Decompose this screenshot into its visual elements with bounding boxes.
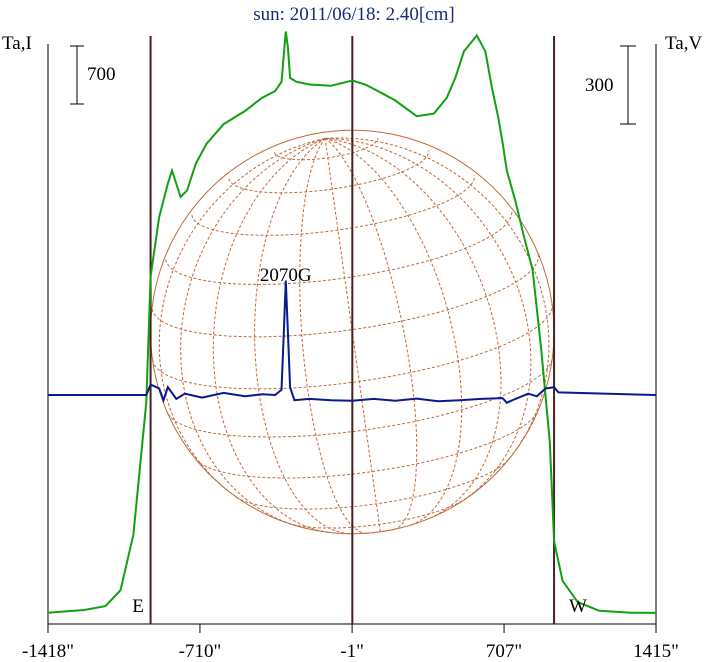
west-limb-label: W: [569, 596, 587, 617]
latitude-line: [167, 359, 553, 438]
polarization-series-line: [48, 280, 657, 405]
left-scale-bar: 700: [70, 45, 116, 105]
longitude-line: [324, 138, 418, 530]
chart-title: sun: 2011/06/18: 2.40[cm]: [253, 4, 454, 25]
peak-annotation: 2070G: [260, 265, 312, 286]
right-scale-bar: 300: [585, 45, 636, 125]
latitude-line: [195, 411, 539, 479]
longitude-line: [324, 138, 381, 532]
x-tick-label: -710": [179, 641, 222, 662]
x-axis-ticks: -1418" -710" -1" 707" 1415": [22, 624, 679, 662]
latitude-line: [366, 528, 394, 534]
longitude-line: [325, 137, 550, 459]
left-axis-label: Ta,I: [2, 33, 32, 54]
intensity-series-line: [47, 31, 657, 614]
right-scale-bar-value: 300: [585, 75, 614, 96]
latitude-line: [151, 254, 539, 338]
longitude-line: [325, 137, 532, 501]
longitude-line: [325, 137, 502, 519]
left-scale-bar-value: 700: [87, 64, 116, 85]
x-tick-label: 1415": [633, 641, 679, 662]
x-tick-label: 707": [486, 641, 522, 662]
longitude-line: [299, 138, 367, 534]
longitude-line: [158, 137, 326, 498]
east-limb-label: E: [132, 596, 144, 617]
latitude-line: [288, 497, 467, 529]
latitude-line: [228, 150, 430, 194]
series-lines: [47, 31, 657, 614]
solar-disk-grid: [150, 129, 555, 535]
longitude-line: [254, 137, 350, 535]
longitude-line: [324, 137, 463, 526]
latitude-line: [236, 458, 510, 510]
right-axis-label: Ta,V: [665, 33, 702, 54]
longitude-line: [212, 137, 329, 533]
x-tick-label: -1": [340, 641, 364, 662]
x-tick-label: -1418": [22, 641, 74, 662]
longitude-line: [180, 137, 326, 525]
limb-and-center-lines: [149, 36, 556, 624]
